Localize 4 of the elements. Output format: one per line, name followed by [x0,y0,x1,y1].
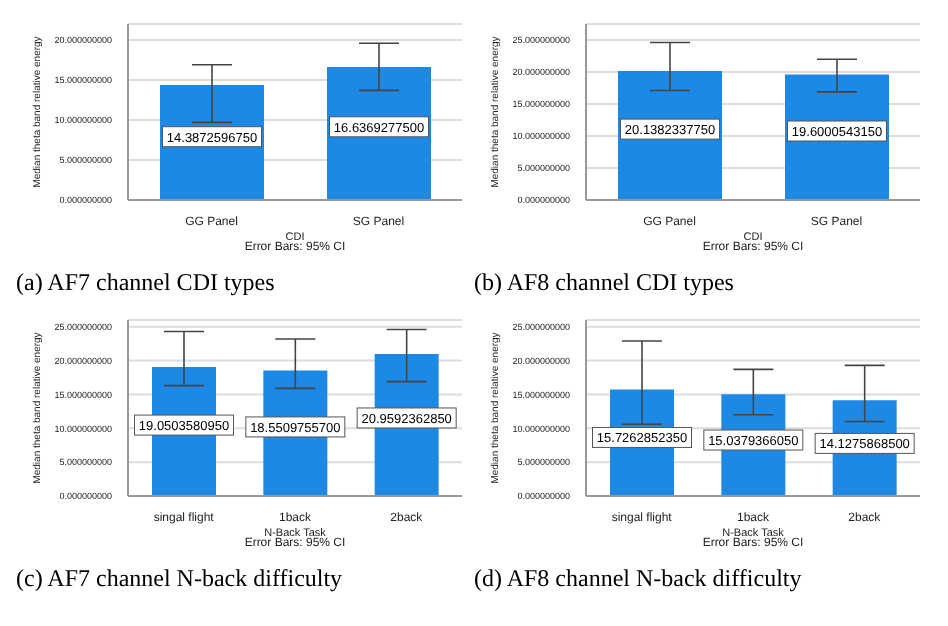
text: (b) AF8 channel CDI types [474,268,736,298]
text: (a) AF7 channel CDI types [16,268,277,298]
text: (d) AF8 channel N-back difficulty [474,564,804,594]
text: (c) AF7 channel N-back difficulty [16,564,345,594]
